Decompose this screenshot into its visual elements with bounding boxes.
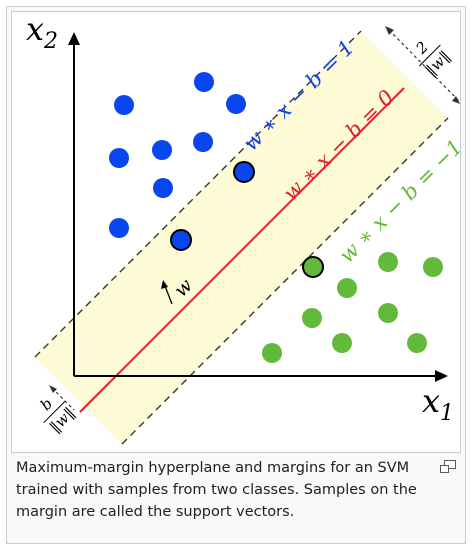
margin-width-arrow	[388, 29, 460, 103]
upper-margin-line	[34, 30, 362, 358]
green-point	[407, 333, 427, 353]
x-axis-arrow	[435, 370, 448, 382]
blue-point	[114, 95, 134, 115]
green-point	[262, 343, 282, 363]
green-point	[337, 278, 357, 298]
blue-point	[109, 218, 129, 238]
x-axis-label: x1	[422, 382, 454, 426]
y-axis-label: x2	[26, 12, 58, 54]
svg-text:b: b	[37, 395, 57, 415]
green-point	[302, 308, 322, 328]
blue-point	[152, 140, 172, 160]
hyperplane-line	[79, 87, 405, 413]
green-point	[378, 303, 398, 323]
offset-arrowhead	[49, 385, 57, 393]
figure-image[interactable]: w 2 ‖w‖ b ‖w‖ x2 x1	[11, 11, 461, 453]
y-axis-arrow	[68, 32, 80, 45]
svm-diagram: w 2 ‖w‖ b ‖w‖ x2 x1	[26, 12, 460, 445]
figure-thumbnail: w 2 ‖w‖ b ‖w‖ x2 x1	[6, 6, 466, 544]
margin-width-arrowhead-bottom	[452, 96, 460, 104]
lower-margin-line	[121, 117, 449, 445]
offset-arrow	[51, 387, 75, 411]
offset-fraction: b ‖w‖	[37, 395, 79, 437]
margin-band	[35, 31, 448, 444]
svg-text:2: 2	[412, 38, 432, 58]
blue-point	[193, 132, 213, 152]
figure-caption: Maximum-margin hyperplane and margins fo…	[16, 460, 417, 520]
blue-point	[226, 94, 246, 114]
green-point	[332, 333, 352, 353]
margin-width-arrowhead-top	[385, 26, 394, 35]
blue-support-vector	[233, 161, 255, 183]
blue-support-vector	[170, 229, 192, 251]
normal-vector	[164, 285, 173, 305]
green-point	[423, 257, 443, 277]
margin-width-fraction: 2 ‖w‖	[412, 38, 454, 80]
blue-point	[109, 148, 129, 168]
green-point	[378, 252, 398, 272]
blue-point	[153, 178, 173, 198]
blue-point	[194, 72, 214, 92]
green-support-vector	[302, 256, 324, 278]
magnify-icon[interactable]	[440, 459, 456, 473]
normal-vector-arrow	[161, 280, 168, 289]
